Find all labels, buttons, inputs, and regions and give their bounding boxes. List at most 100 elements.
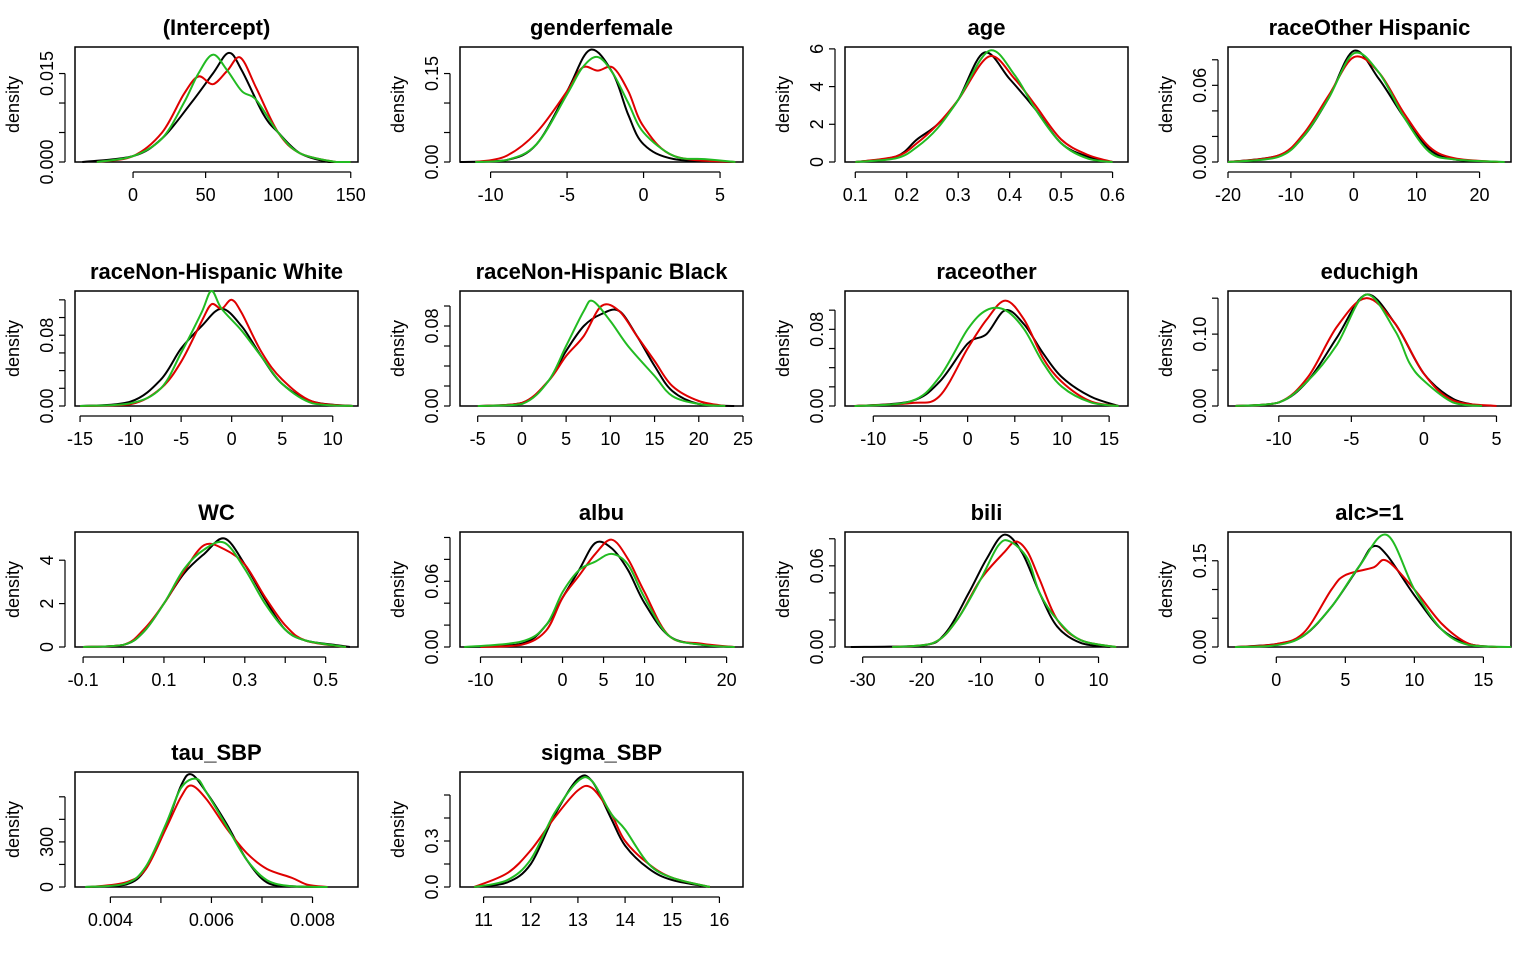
y-axis-label: density xyxy=(388,76,408,133)
plot-frame xyxy=(844,46,1129,163)
density-line-chain3 xyxy=(855,49,1113,163)
y-axis-label: density xyxy=(3,320,23,377)
x-tick-label: 50 xyxy=(196,185,216,205)
plot-frame xyxy=(74,771,359,888)
density-line-chain3 xyxy=(80,290,353,407)
y-tick-label: 6 xyxy=(807,44,827,54)
density-line-chain2 xyxy=(477,303,726,407)
density-line-chain1 xyxy=(1235,293,1483,407)
x-tick-label: 16 xyxy=(709,910,729,930)
x-tick-label: 5 xyxy=(561,429,571,449)
panel-title: sigma_SBP xyxy=(541,740,662,765)
density-line-chain1 xyxy=(854,309,1119,407)
x-tick-label: 10 xyxy=(1052,429,1072,449)
density-line-chain2 xyxy=(96,56,351,163)
plot-frame xyxy=(74,46,359,163)
plot-frame xyxy=(1227,46,1512,163)
plot-frame xyxy=(844,531,1129,648)
density-line-chain3 xyxy=(85,777,328,888)
x-tick-label: 11 xyxy=(474,910,493,930)
y-tick-label: 0.3 xyxy=(422,828,442,853)
y-tick-label: 0.15 xyxy=(422,56,442,91)
x-tick-label: 10 xyxy=(1404,670,1424,690)
density-line-chain1 xyxy=(464,540,735,648)
panel-educhigh: educhigh density -10 -5 0 5 0.00 0.10 xyxy=(1156,259,1512,449)
density-line-chain2 xyxy=(1235,297,1497,407)
panel-title: raceNon-Hispanic Black xyxy=(476,259,729,284)
density-line-chain1 xyxy=(80,307,354,407)
y-tick-label: 0.15 xyxy=(1190,543,1210,578)
density-line-chain3 xyxy=(464,552,735,648)
y-tick-label: 0.00 xyxy=(422,144,442,179)
x-tick-label: -5 xyxy=(470,429,486,449)
x-tick-label: -10 xyxy=(467,670,493,690)
x-tick-label: 10 xyxy=(635,670,655,690)
plot-frame xyxy=(844,290,1129,407)
x-tick-label: 20 xyxy=(689,429,709,449)
y-tick-label: 0.08 xyxy=(37,318,57,353)
x-tick-label: 0 xyxy=(963,429,973,449)
y-axis-label: density xyxy=(773,561,793,618)
x-tick-label: -10 xyxy=(478,185,504,205)
panel-title: alc>=1 xyxy=(1335,500,1404,525)
y-axis-label: density xyxy=(388,561,408,618)
x-tick-label: -5 xyxy=(912,429,928,449)
x-tick-label: 0.006 xyxy=(189,910,234,930)
density-line-chain3 xyxy=(474,776,711,888)
density-line-chain1 xyxy=(855,51,1113,163)
x-tick-label: 0.1 xyxy=(151,670,176,690)
x-tick-label: 0 xyxy=(517,429,527,449)
y-tick-label: 300 xyxy=(37,827,57,857)
density-line-chain1 xyxy=(850,533,1111,648)
density-line-chain2 xyxy=(80,298,354,407)
x-tick-label: 0.3 xyxy=(232,670,257,690)
y-tick-label: 4 xyxy=(807,82,827,92)
x-tick-label: -20 xyxy=(909,670,935,690)
x-tick-label: -5 xyxy=(559,185,575,205)
x-tick-label: 0.3 xyxy=(946,185,971,205)
y-axis-label: density xyxy=(1156,561,1176,618)
density-line-chain2 xyxy=(855,55,1113,163)
x-tick-label: 25 xyxy=(733,429,753,449)
x-tick-label: 5 xyxy=(277,429,287,449)
y-tick-label: 2 xyxy=(37,599,57,609)
x-tick-label: 0 xyxy=(1271,670,1281,690)
y-tick-label: 0.06 xyxy=(1190,68,1210,103)
x-tick-label: 0.1 xyxy=(843,185,868,205)
x-tick-label: 15 xyxy=(1099,429,1119,449)
density-line-chain1 xyxy=(83,537,351,648)
plot-frame xyxy=(74,290,359,407)
panel-title: (Intercept) xyxy=(163,15,271,40)
density-line-chain2 xyxy=(83,542,347,648)
x-tick-label: 15 xyxy=(1473,670,1493,690)
panel-age: age density 0.1 0.2 0.3 0.4 0.5 0.6 0 2 4 6 xyxy=(773,15,1129,205)
x-tick-label: 13 xyxy=(568,910,588,930)
y-axis-label: density xyxy=(1156,320,1176,377)
density-line-chain3 xyxy=(477,299,726,407)
x-tick-label: 0 xyxy=(1035,670,1045,690)
y-tick-label: 0.00 xyxy=(807,388,827,423)
y-tick-label: 0.06 xyxy=(807,548,827,583)
x-tick-label: 0 xyxy=(558,670,568,690)
density-line-chain1 xyxy=(477,308,735,407)
y-axis-label: density xyxy=(3,561,23,618)
x-tick-label: 10 xyxy=(1407,185,1427,205)
x-tick-label: -10 xyxy=(860,429,886,449)
density-line-chain1 xyxy=(82,51,351,163)
x-tick-label: 0 xyxy=(128,185,138,205)
panel-title: bili xyxy=(971,500,1003,525)
x-tick-label: -10 xyxy=(1278,185,1304,205)
plot-frame xyxy=(459,46,744,163)
x-tick-label: 0.008 xyxy=(290,910,335,930)
panel-bili: bili density -30 -20 -10 0 10 0.00 0.06 xyxy=(773,500,1129,690)
x-tick-label: -0.1 xyxy=(68,670,99,690)
y-tick-label: 0.00 xyxy=(807,629,827,664)
x-tick-label: 0.4 xyxy=(997,185,1022,205)
y-axis-label: density xyxy=(388,320,408,377)
panel-wc: WC density -0.1 0.1 0.3 0.5 0 2 4 xyxy=(3,500,359,690)
density-line-chain2 xyxy=(1227,55,1499,163)
x-tick-label: 5 xyxy=(715,185,725,205)
x-tick-label: 0.6 xyxy=(1100,185,1125,205)
